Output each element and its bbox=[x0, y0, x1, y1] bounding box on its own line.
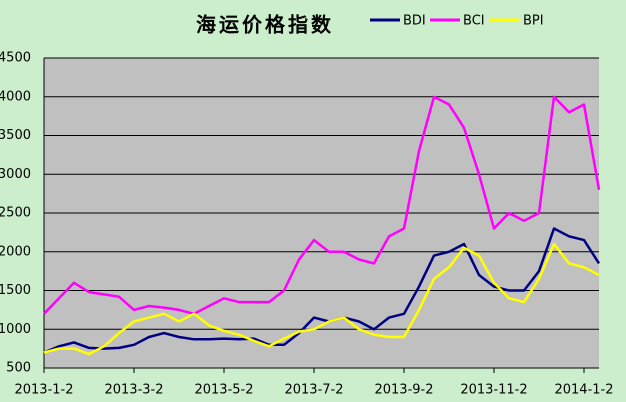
chart-title: 海运价格指数 bbox=[196, 13, 334, 37]
legend-label: BDI bbox=[403, 14, 426, 29]
y-tick-label: 500 bbox=[6, 361, 31, 376]
x-tick-label: 2013-3-2 bbox=[104, 383, 163, 398]
series-line bbox=[43, 242, 600, 356]
y-tick-label: 2000 bbox=[0, 244, 31, 259]
legend-label: BCI bbox=[463, 14, 485, 29]
y-tick-label: 3000 bbox=[0, 167, 31, 182]
x-tick-label: 2013-11-2 bbox=[460, 383, 527, 398]
x-tick-label: 2013-7-2 bbox=[284, 383, 343, 398]
series-line bbox=[43, 227, 601, 354]
x-tick-label: 2014-1-2 bbox=[554, 383, 613, 398]
y-tick-label: 3500 bbox=[0, 128, 31, 143]
y-tick-label: 4500 bbox=[0, 51, 31, 66]
y-tick-label: 2500 bbox=[0, 206, 31, 221]
series-line bbox=[43, 95, 601, 316]
y-tick-label: 1000 bbox=[0, 322, 31, 337]
x-tick-label: 2013-9-2 bbox=[374, 383, 433, 398]
x-tick-label: 2013-5-2 bbox=[194, 383, 253, 398]
x-tick-label: 2013-1-2 bbox=[14, 383, 73, 398]
legend-label: BPI bbox=[523, 14, 544, 29]
y-tick-label: 1500 bbox=[0, 283, 31, 298]
y-tick-label: 4000 bbox=[0, 89, 31, 104]
